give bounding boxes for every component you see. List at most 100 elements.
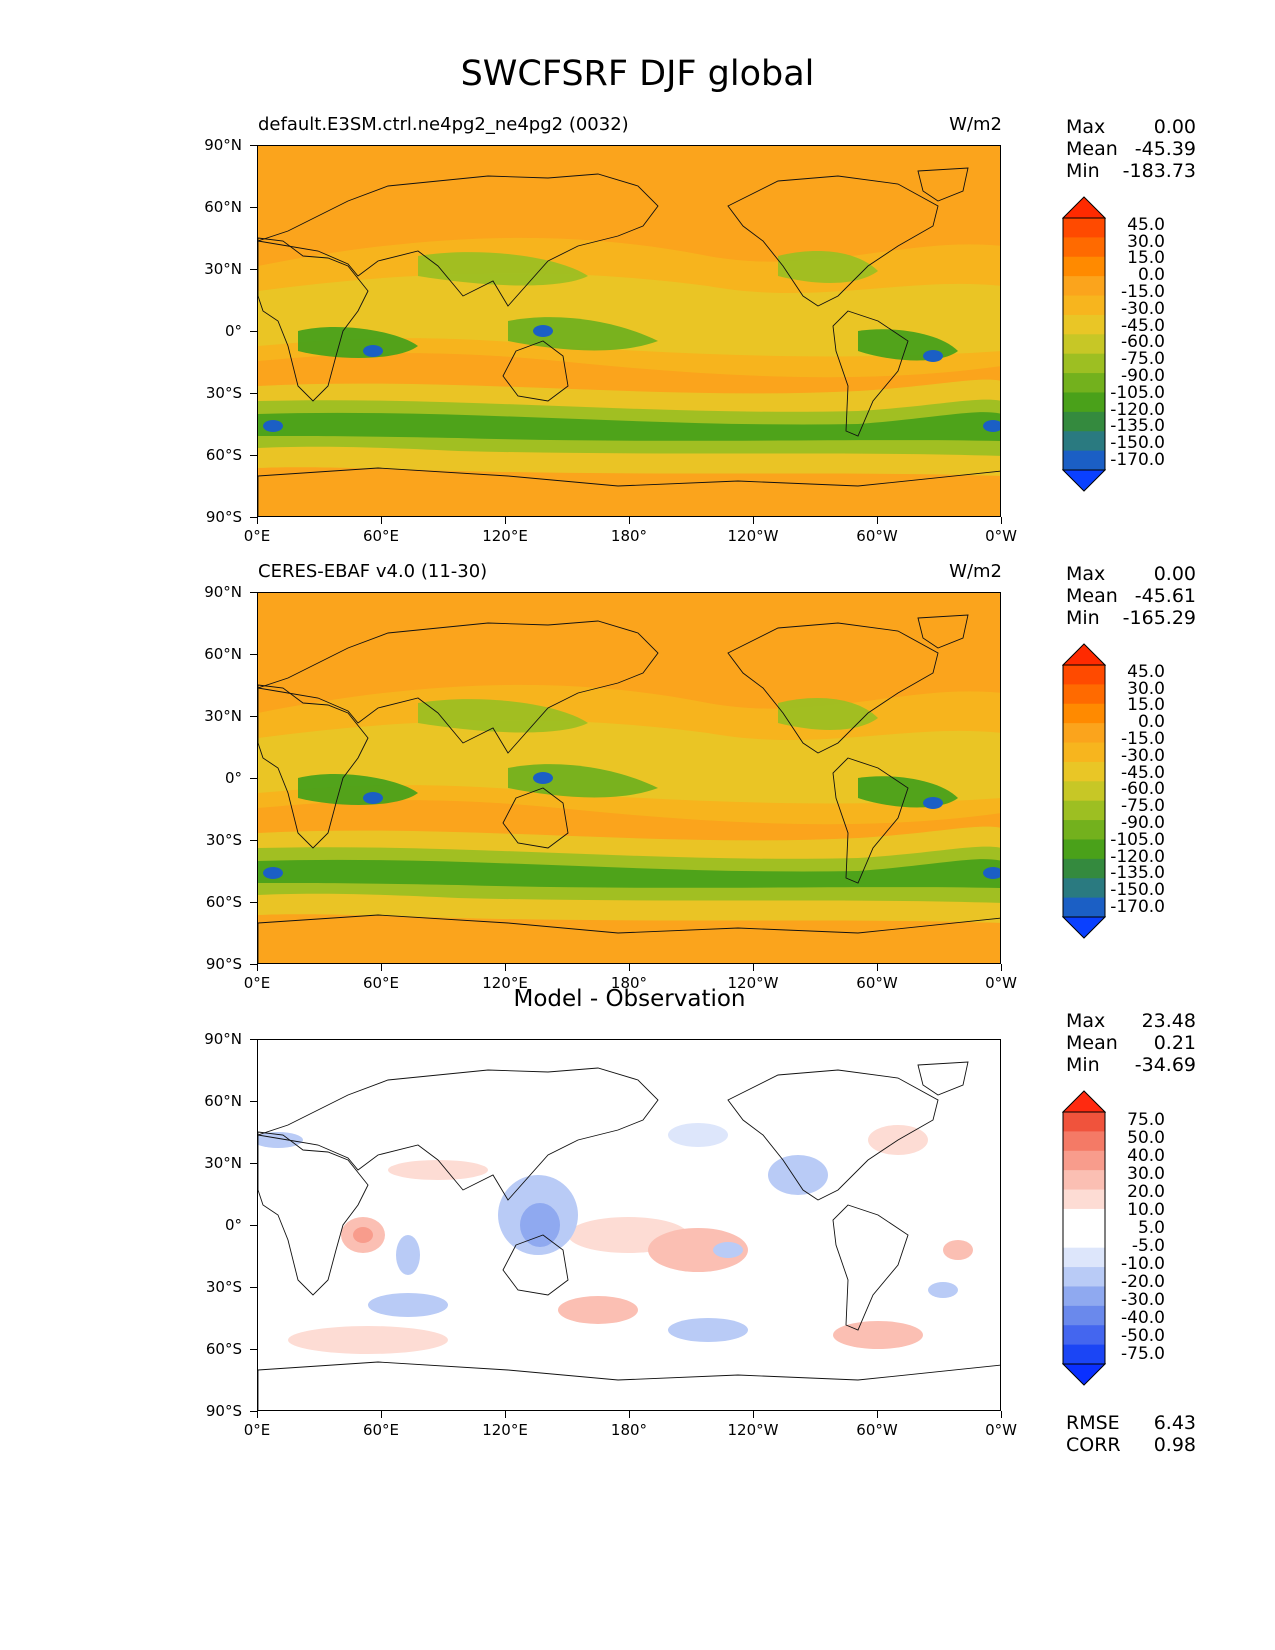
colorbar-label: -45.0 <box>1121 315 1165 336</box>
colorbar-label: -60.0 <box>1121 332 1165 353</box>
lat-label: 90°S <box>205 508 242 526</box>
colorbar-label: -50.0 <box>1121 1326 1165 1346</box>
lon-tick <box>753 517 754 524</box>
positive-anomaly-6 <box>833 1321 923 1349</box>
colorbar-label: 30.0 <box>1127 231 1165 252</box>
colorbar-label: 45.0 <box>1127 661 1165 682</box>
stat-row: Mean 0.21 <box>1066 1032 1196 1054</box>
figure-title: SWCFSRF DJF global <box>460 54 815 94</box>
field-contour-4 <box>258 859 1000 888</box>
colorbar-label: -170.0 <box>1110 450 1165 470</box>
minimum-spot-1 <box>923 350 943 362</box>
minimum-spot-1 <box>923 797 943 809</box>
lon-tick <box>1001 1411 1002 1418</box>
stat-label: Mean <box>1066 138 1118 160</box>
minimum-spot-0 <box>363 792 383 804</box>
colorbar-label: -30.0 <box>1121 1290 1165 1310</box>
positive-anomaly-1 <box>353 1227 373 1243</box>
coastline-1 <box>258 620 659 754</box>
metric-value: 6.43 <box>1153 1412 1196 1434</box>
lon-label: 120°E <box>482 527 528 545</box>
lat-tick <box>250 592 257 593</box>
lon-label: 120°W <box>727 1421 779 1439</box>
stat-value: 0.00 <box>1153 116 1196 138</box>
colorbar <box>1061 196 1107 492</box>
stat-value: 23.48 <box>1141 1010 1196 1032</box>
minimum-spot-2 <box>533 772 553 784</box>
field-contour-8 <box>418 252 588 286</box>
coastline-0 <box>258 1131 369 1296</box>
lat-tick <box>250 331 257 332</box>
lat-label: 90°S <box>205 1402 242 1420</box>
minimum-spot-0 <box>363 345 383 357</box>
minimum-spot-4 <box>983 420 1000 432</box>
lat-tick <box>250 654 257 655</box>
lat-tick <box>250 1163 257 1164</box>
stat-value: 0.21 <box>1153 1032 1196 1054</box>
lon-tick <box>381 964 382 971</box>
lat-label: 30°S <box>205 384 242 402</box>
colorbar-label: 20.0 <box>1127 1182 1165 1202</box>
lon-label: 180° <box>610 1421 648 1439</box>
lon-tick <box>629 1411 630 1418</box>
lat-tick <box>250 902 257 903</box>
stat-value: -183.73 <box>1122 160 1196 182</box>
metric-label: RMSE <box>1066 1412 1120 1434</box>
field-contour-5 <box>298 326 418 358</box>
coastline-1 <box>258 173 659 307</box>
stat-label: Max <box>1066 116 1106 138</box>
coastline-0 <box>258 684 369 849</box>
stat-row: Mean -45.61 <box>1066 585 1196 607</box>
colorbar-label: -75.0 <box>1121 1344 1165 1364</box>
stat-row: Max 23.48 <box>1066 1010 1196 1032</box>
lat-tick <box>250 1225 257 1226</box>
colorbar-label: -60.0 <box>1121 779 1165 800</box>
lat-label: 30°N <box>204 1154 242 1172</box>
field-contour-5 <box>298 773 418 805</box>
colorbar-label: -30.0 <box>1121 745 1165 766</box>
stat-row: Min -34.69 <box>1066 1054 1196 1076</box>
lat-tick <box>250 455 257 456</box>
colorbar-label: -15.0 <box>1121 729 1165 749</box>
negative-anomaly-5 <box>668 1318 748 1342</box>
lat-label: 60°S <box>205 893 242 911</box>
lon-tick <box>505 1411 506 1418</box>
lon-label: 0°W <box>985 974 1017 992</box>
panel-stats: Max 0.00 Mean -45.61 Min -165.29 <box>1066 563 1196 629</box>
lat-label: 0° <box>224 1216 242 1234</box>
metric-label: CORR <box>1066 1434 1121 1456</box>
lat-tick <box>250 716 257 717</box>
lon-label: 180° <box>610 527 648 545</box>
lon-tick <box>877 1411 878 1418</box>
positive-anomaly-7 <box>943 1240 973 1260</box>
stat-label: Min <box>1066 607 1100 629</box>
stat-label: Mean <box>1066 585 1118 607</box>
negative-anomaly-3 <box>396 1235 420 1275</box>
lat-tick <box>250 1039 257 1040</box>
stat-row: Min -183.73 <box>1066 160 1196 182</box>
lat-tick <box>250 1411 257 1412</box>
panel-center-title: Model - Observation <box>513 986 746 1012</box>
coastline-3 <box>727 622 939 754</box>
positive-anomaly-4 <box>558 1296 638 1324</box>
coastline-2 <box>502 1234 569 1296</box>
colorbar-label: -120.0 <box>1110 846 1165 867</box>
colorbar-label: -135.0 <box>1110 863 1165 884</box>
lat-tick <box>250 1287 257 1288</box>
lat-label: 90°S <box>205 955 242 973</box>
lat-label: 60°S <box>205 446 242 464</box>
colorbar-label: -45.0 <box>1121 762 1165 783</box>
colorbar-label: 50.0 <box>1127 1128 1165 1148</box>
lat-tick <box>250 1349 257 1350</box>
lat-label: 60°N <box>204 1092 242 1110</box>
stat-label: Mean <box>1066 1032 1118 1054</box>
minimum-spot-3 <box>263 420 283 432</box>
lat-tick <box>250 393 257 394</box>
lat-label: 90°N <box>204 1030 242 1048</box>
colorbar-label: -5.0 <box>1131 1236 1165 1256</box>
negative-anomaly-8 <box>928 1282 958 1298</box>
stat-row: Max 0.00 <box>1066 116 1196 138</box>
panel-left-title: default.E3SM.ctrl.ne4pg2_ne4pg2 (0032) <box>258 114 629 135</box>
lon-label: 60°E <box>362 1421 400 1439</box>
colorbar-label: -10.0 <box>1121 1254 1165 1274</box>
